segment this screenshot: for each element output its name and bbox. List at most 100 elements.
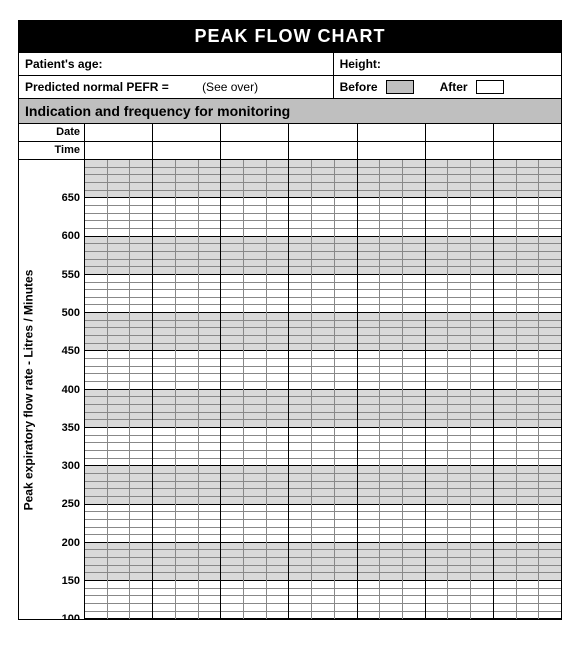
grid-cell	[176, 436, 198, 444]
subcolumn	[221, 160, 244, 619]
grid-cell	[176, 413, 198, 421]
grid-cell	[312, 221, 334, 229]
grid-cell	[108, 351, 130, 359]
grid-cell	[289, 589, 311, 597]
grid-cell	[244, 298, 266, 306]
grid-cell	[108, 443, 130, 451]
grid-cell	[380, 566, 402, 574]
grid-cell	[517, 252, 539, 260]
date-cell[interactable]	[221, 124, 289, 141]
grid-cell	[108, 359, 130, 367]
grid-cell	[108, 183, 130, 191]
grid-cell	[221, 459, 243, 467]
grid-cell	[267, 612, 289, 620]
time-cell[interactable]	[494, 142, 561, 159]
grid-cell	[403, 543, 425, 551]
grid-cell	[108, 459, 130, 467]
grid-cell	[380, 604, 402, 612]
date-cell[interactable]	[426, 124, 494, 141]
grid-cell	[448, 589, 470, 597]
grid-cell	[153, 367, 175, 375]
grid-cell	[471, 267, 493, 275]
grid-cell	[494, 175, 516, 183]
time-cell[interactable]	[221, 142, 289, 159]
date-cell[interactable]	[153, 124, 221, 141]
grid-cell	[221, 581, 243, 589]
grid-cell	[448, 221, 470, 229]
time-row: Time	[18, 142, 562, 160]
grid-cell	[312, 612, 334, 620]
time-cell[interactable]	[358, 142, 426, 159]
grid-cell	[85, 351, 107, 359]
grid-cell	[176, 397, 198, 405]
grid-cell	[176, 275, 198, 283]
grid-cell	[199, 283, 221, 291]
grid-cell	[176, 520, 198, 528]
grid-cell	[517, 160, 539, 168]
grid-cell	[358, 489, 380, 497]
grid-cell	[471, 558, 493, 566]
grid-cell	[517, 520, 539, 528]
grid-cell	[85, 566, 107, 574]
date-cell[interactable]	[358, 124, 426, 141]
grid-cell	[108, 397, 130, 405]
grid-cell	[358, 305, 380, 313]
grid-cell	[244, 466, 266, 474]
grid-cell	[108, 344, 130, 352]
grid-cell	[494, 313, 516, 321]
grid-cell	[403, 512, 425, 520]
grid-cell	[267, 183, 289, 191]
grid-cell	[221, 550, 243, 558]
grid-cell	[403, 336, 425, 344]
time-cell[interactable]	[153, 142, 221, 159]
grid-cell	[403, 451, 425, 459]
grid-cell	[471, 489, 493, 497]
grid-cell	[426, 275, 448, 283]
grid-cell	[403, 183, 425, 191]
grid-cell	[380, 589, 402, 597]
grid-cell	[85, 382, 107, 390]
grid-cell	[108, 566, 130, 574]
grid-cell	[358, 298, 380, 306]
grid-cell	[358, 390, 380, 398]
before-box[interactable]	[386, 80, 414, 94]
grid-cell	[539, 229, 561, 237]
grid-cell	[153, 566, 175, 574]
grid-cell	[517, 359, 539, 367]
grid-cell	[267, 451, 289, 459]
grid-cell	[448, 596, 470, 604]
grid-cell	[448, 573, 470, 581]
grid-cell	[448, 237, 470, 245]
grid-cell	[426, 589, 448, 597]
grid-cell	[539, 344, 561, 352]
after-box[interactable]	[476, 80, 504, 94]
grid-cell	[176, 321, 198, 329]
grid-cell	[335, 183, 357, 191]
date-cell[interactable]	[289, 124, 357, 141]
grid-cell	[358, 244, 380, 252]
y-tick: 650	[62, 192, 80, 204]
grid-cell	[85, 528, 107, 536]
grid-cell	[85, 550, 107, 558]
grid-cell	[312, 397, 334, 405]
grid-cell	[494, 497, 516, 505]
grid-cell	[244, 229, 266, 237]
grid-cell	[176, 443, 198, 451]
grid-cell	[448, 359, 470, 367]
grid-cell	[448, 466, 470, 474]
time-cell[interactable]	[426, 142, 494, 159]
grid-cell	[426, 581, 448, 589]
grid-cell	[403, 443, 425, 451]
grid-cell	[539, 589, 561, 597]
date-cell[interactable]	[85, 124, 153, 141]
grid-cell	[494, 191, 516, 199]
time-cell[interactable]	[289, 142, 357, 159]
grid-cell	[130, 298, 152, 306]
time-cell[interactable]	[85, 142, 153, 159]
grid-cell	[312, 428, 334, 436]
date-cell[interactable]	[494, 124, 561, 141]
grid-cell	[289, 229, 311, 237]
grid-cell	[494, 397, 516, 405]
grid-cell	[403, 175, 425, 183]
grid-cell	[108, 283, 130, 291]
